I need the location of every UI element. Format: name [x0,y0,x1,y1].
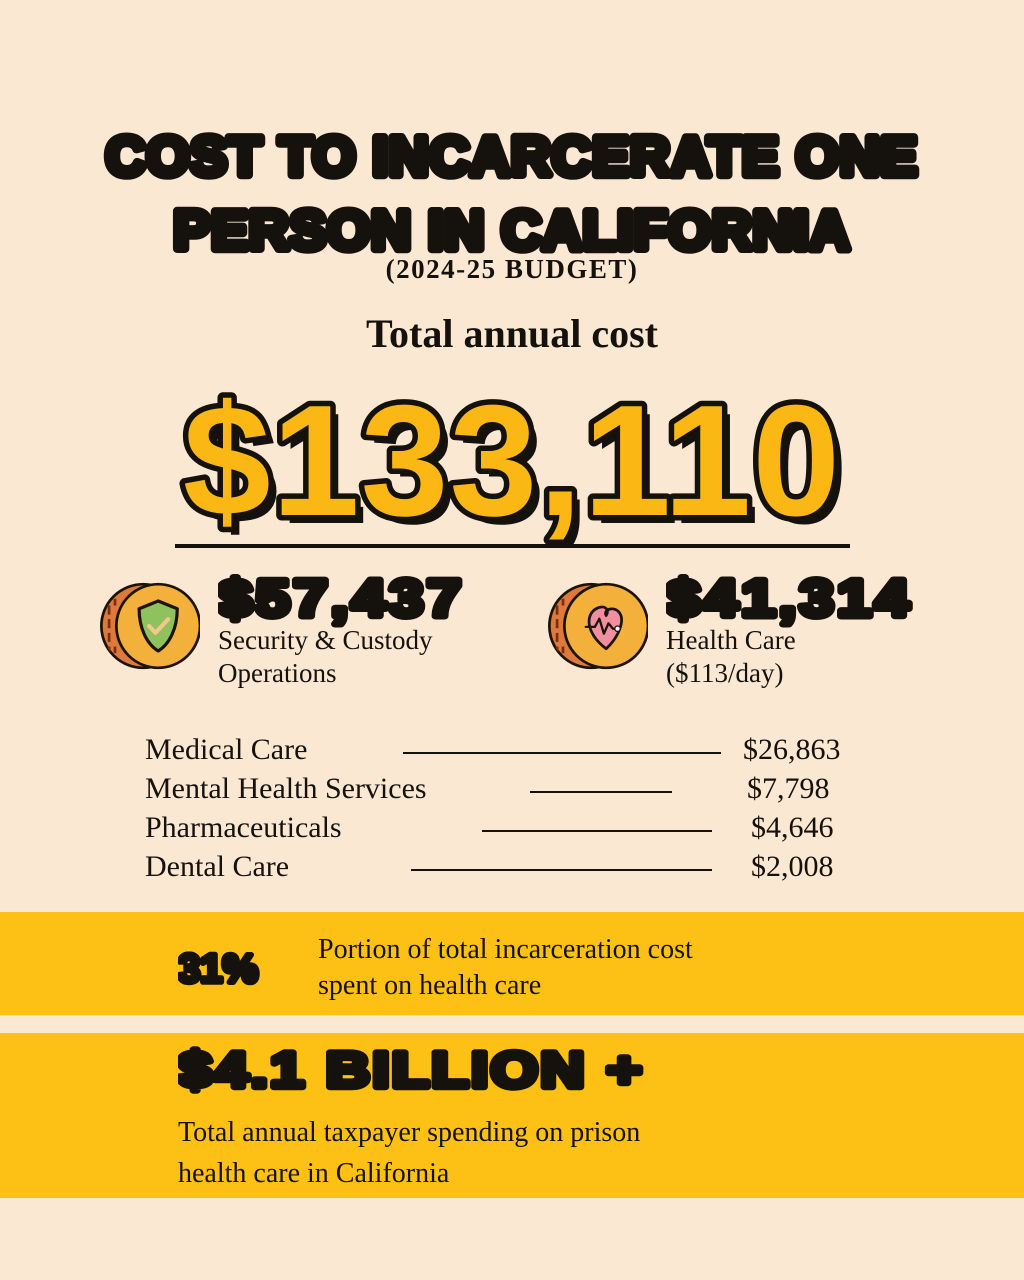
svg-text:$41,314: $41,314 [666,570,913,628]
svg-text:COST TO INCARCERATE ONE: COST TO INCARCERATE ONE [106,125,918,187]
svg-text:$133,110: $133,110 [183,373,841,549]
svg-text:31%: 31% [178,947,258,991]
svg-text:PERSON IN CALIFORNIA: PERSON IN CALIFORNIA [174,199,851,261]
svg-text:$57,437: $57,437 [218,570,465,628]
svg-text:$4.1 BILLION +: $4.1 BILLION + [178,1042,644,1098]
